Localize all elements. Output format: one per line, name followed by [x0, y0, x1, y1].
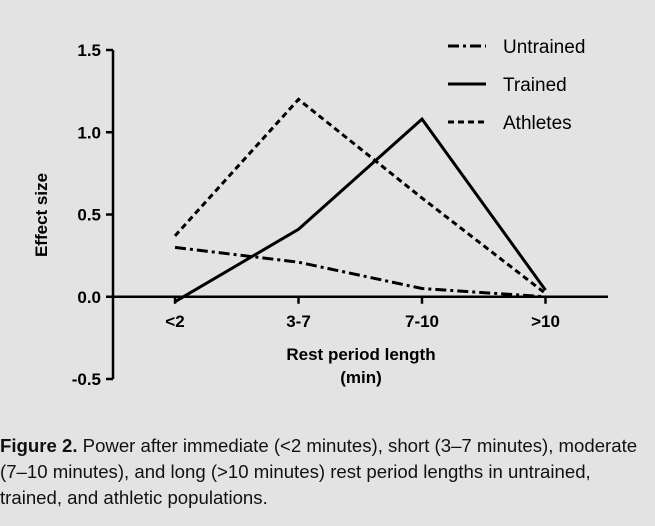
y-tick-label: 0.0	[77, 288, 101, 307]
y-tick-label: 0.5	[77, 206, 101, 225]
y-axis-label: Effect size	[32, 173, 51, 257]
y-tick-label: 1.0	[77, 123, 101, 142]
legend-label-athletes: Athletes	[503, 113, 572, 134]
y-tick-label: 1.5	[77, 41, 101, 60]
caption-label: Figure 2.	[0, 435, 78, 456]
y-tick-label: -0.5	[72, 370, 101, 389]
x-tick-label: <2	[165, 312, 184, 331]
legend-label-trained: Trained	[503, 75, 567, 96]
x-axis-label: Rest period length	[286, 345, 435, 364]
x-tick-label: 3-7	[286, 312, 311, 331]
series-line-untrained	[174, 245, 546, 299]
x-axis-unit: (min)	[340, 368, 382, 387]
figure-caption: Figure 2. Power after immediate (<2 minu…	[0, 433, 652, 511]
series-line-athletes	[173, 97, 547, 295]
caption-text: Power after immediate (<2 minutes), shor…	[0, 435, 638, 508]
x-tick-label: >10	[531, 312, 560, 331]
x-tick-label: 7-10	[405, 312, 439, 331]
line-chart: -0.5 0.0 0.5 1.0 1.5 <2 3-7 7-10 >10 Rest period …	[32, 37, 608, 389]
series-line-trained	[174, 116, 547, 303]
legend-label-untrained: Untrained	[503, 37, 585, 58]
